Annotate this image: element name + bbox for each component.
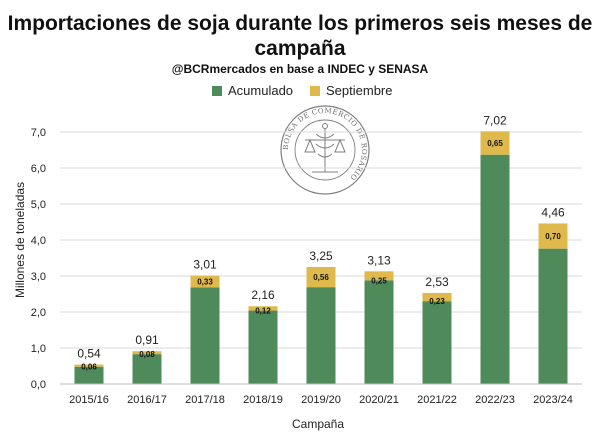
bar-acumulado	[74, 366, 104, 384]
bar-septiembre	[538, 223, 568, 249]
bar-septiembre	[248, 306, 278, 311]
x-tick-label: 2020/21	[359, 394, 399, 406]
total-value-label: 4,46	[541, 205, 565, 219]
septiembre-value-label: 0,23	[429, 297, 445, 306]
x-tick-label: 2022/23	[475, 394, 515, 406]
bar-acumulado	[248, 310, 278, 384]
bar-septiembre	[190, 275, 220, 288]
bar-acumulado	[364, 280, 394, 384]
total-value-label: 7,02	[483, 113, 507, 127]
legend-swatch-septiembre	[310, 86, 320, 96]
y-tick-label: 3,0	[31, 271, 46, 283]
total-value-label: 2,16	[251, 288, 275, 302]
y-tick-label: 1,0	[31, 343, 46, 355]
x-tick-label: 2023/24	[533, 394, 573, 406]
legend-label-septiembre: Septiembre	[326, 83, 392, 98]
bar-septiembre	[132, 351, 162, 355]
total-value-label: 2,53	[425, 275, 449, 289]
septiembre-value-label: 0,56	[313, 273, 329, 282]
bar-acumulado	[538, 248, 568, 384]
x-tick-label: 2016/17	[127, 394, 167, 406]
chart-title-line-1: Importaciones de soja durante los primer…	[8, 12, 593, 35]
bar-acumulado	[132, 354, 162, 384]
legend-label-acumulado: Acumulado	[228, 83, 293, 98]
x-tick-label: 2018/19	[243, 394, 283, 406]
x-axis-ticks: 2015/16 2016/17 2017/18 2018/19 2019/20 2020/…	[69, 394, 573, 406]
legend: Acumulado Septiembre	[212, 83, 392, 98]
y-tick-label: 6,0	[31, 163, 46, 175]
septiembre-value-label: 0,33	[197, 278, 213, 287]
bar-septiembre	[364, 271, 394, 281]
y-axis-label: Millones de toneladas	[13, 182, 27, 298]
septiembre-value-label: 0,65	[487, 139, 503, 148]
y-tick-label: 2,0	[31, 307, 46, 319]
x-tick-label: 2021/22	[417, 394, 457, 406]
legend-swatch-acumulado	[212, 86, 222, 96]
x-axis-label: Campaña	[292, 417, 344, 431]
septiembre-value-label: 0,08	[139, 350, 155, 359]
x-tick-label: 2015/16	[69, 394, 109, 406]
bar-septiembre	[74, 364, 104, 367]
total-value-label: 0,91	[135, 333, 159, 347]
y-tick-label: 0,0	[31, 379, 46, 391]
chart-subtitle: @BCRmercados en base a INDEC y SENASA	[172, 62, 429, 76]
y-tick-label: 4,0	[31, 235, 46, 247]
total-value-label: 3,13	[367, 253, 391, 267]
bar-acumulado	[422, 301, 452, 384]
septiembre-value-label: 0,25	[371, 276, 387, 285]
septiembre-value-label: 0,12	[255, 307, 271, 316]
y-axis-ticks: 0,0 1,0 2,0 3,0 4,0 5,0 6,0 7,0	[31, 127, 46, 391]
septiembre-value-label: 0,70	[545, 232, 561, 241]
total-value-label: 3,01	[193, 258, 217, 272]
x-tick-label: 2019/20	[301, 394, 341, 406]
x-tick-label: 2017/18	[185, 394, 225, 406]
bar-septiembre	[422, 292, 452, 302]
total-value-label: 0,54	[77, 347, 101, 361]
bar-acumulado	[480, 154, 510, 384]
y-tick-label: 5,0	[31, 199, 46, 211]
bar-septiembre	[480, 131, 510, 155]
bar-acumulado	[306, 287, 336, 384]
bar-septiembre	[306, 267, 336, 288]
bar-acumulado	[190, 287, 220, 384]
y-tick-label: 7,0	[31, 127, 46, 139]
bars: 0,06 0,54 0,08 0,91 0,33 3,01 0,12 2,16 0,56 3,25…	[74, 113, 568, 384]
chart-title-line-2: campaña	[254, 37, 345, 60]
seal-emblem	[304, 123, 346, 173]
total-value-label: 3,25	[309, 249, 333, 263]
septiembre-value-label: 0,06	[81, 363, 97, 372]
